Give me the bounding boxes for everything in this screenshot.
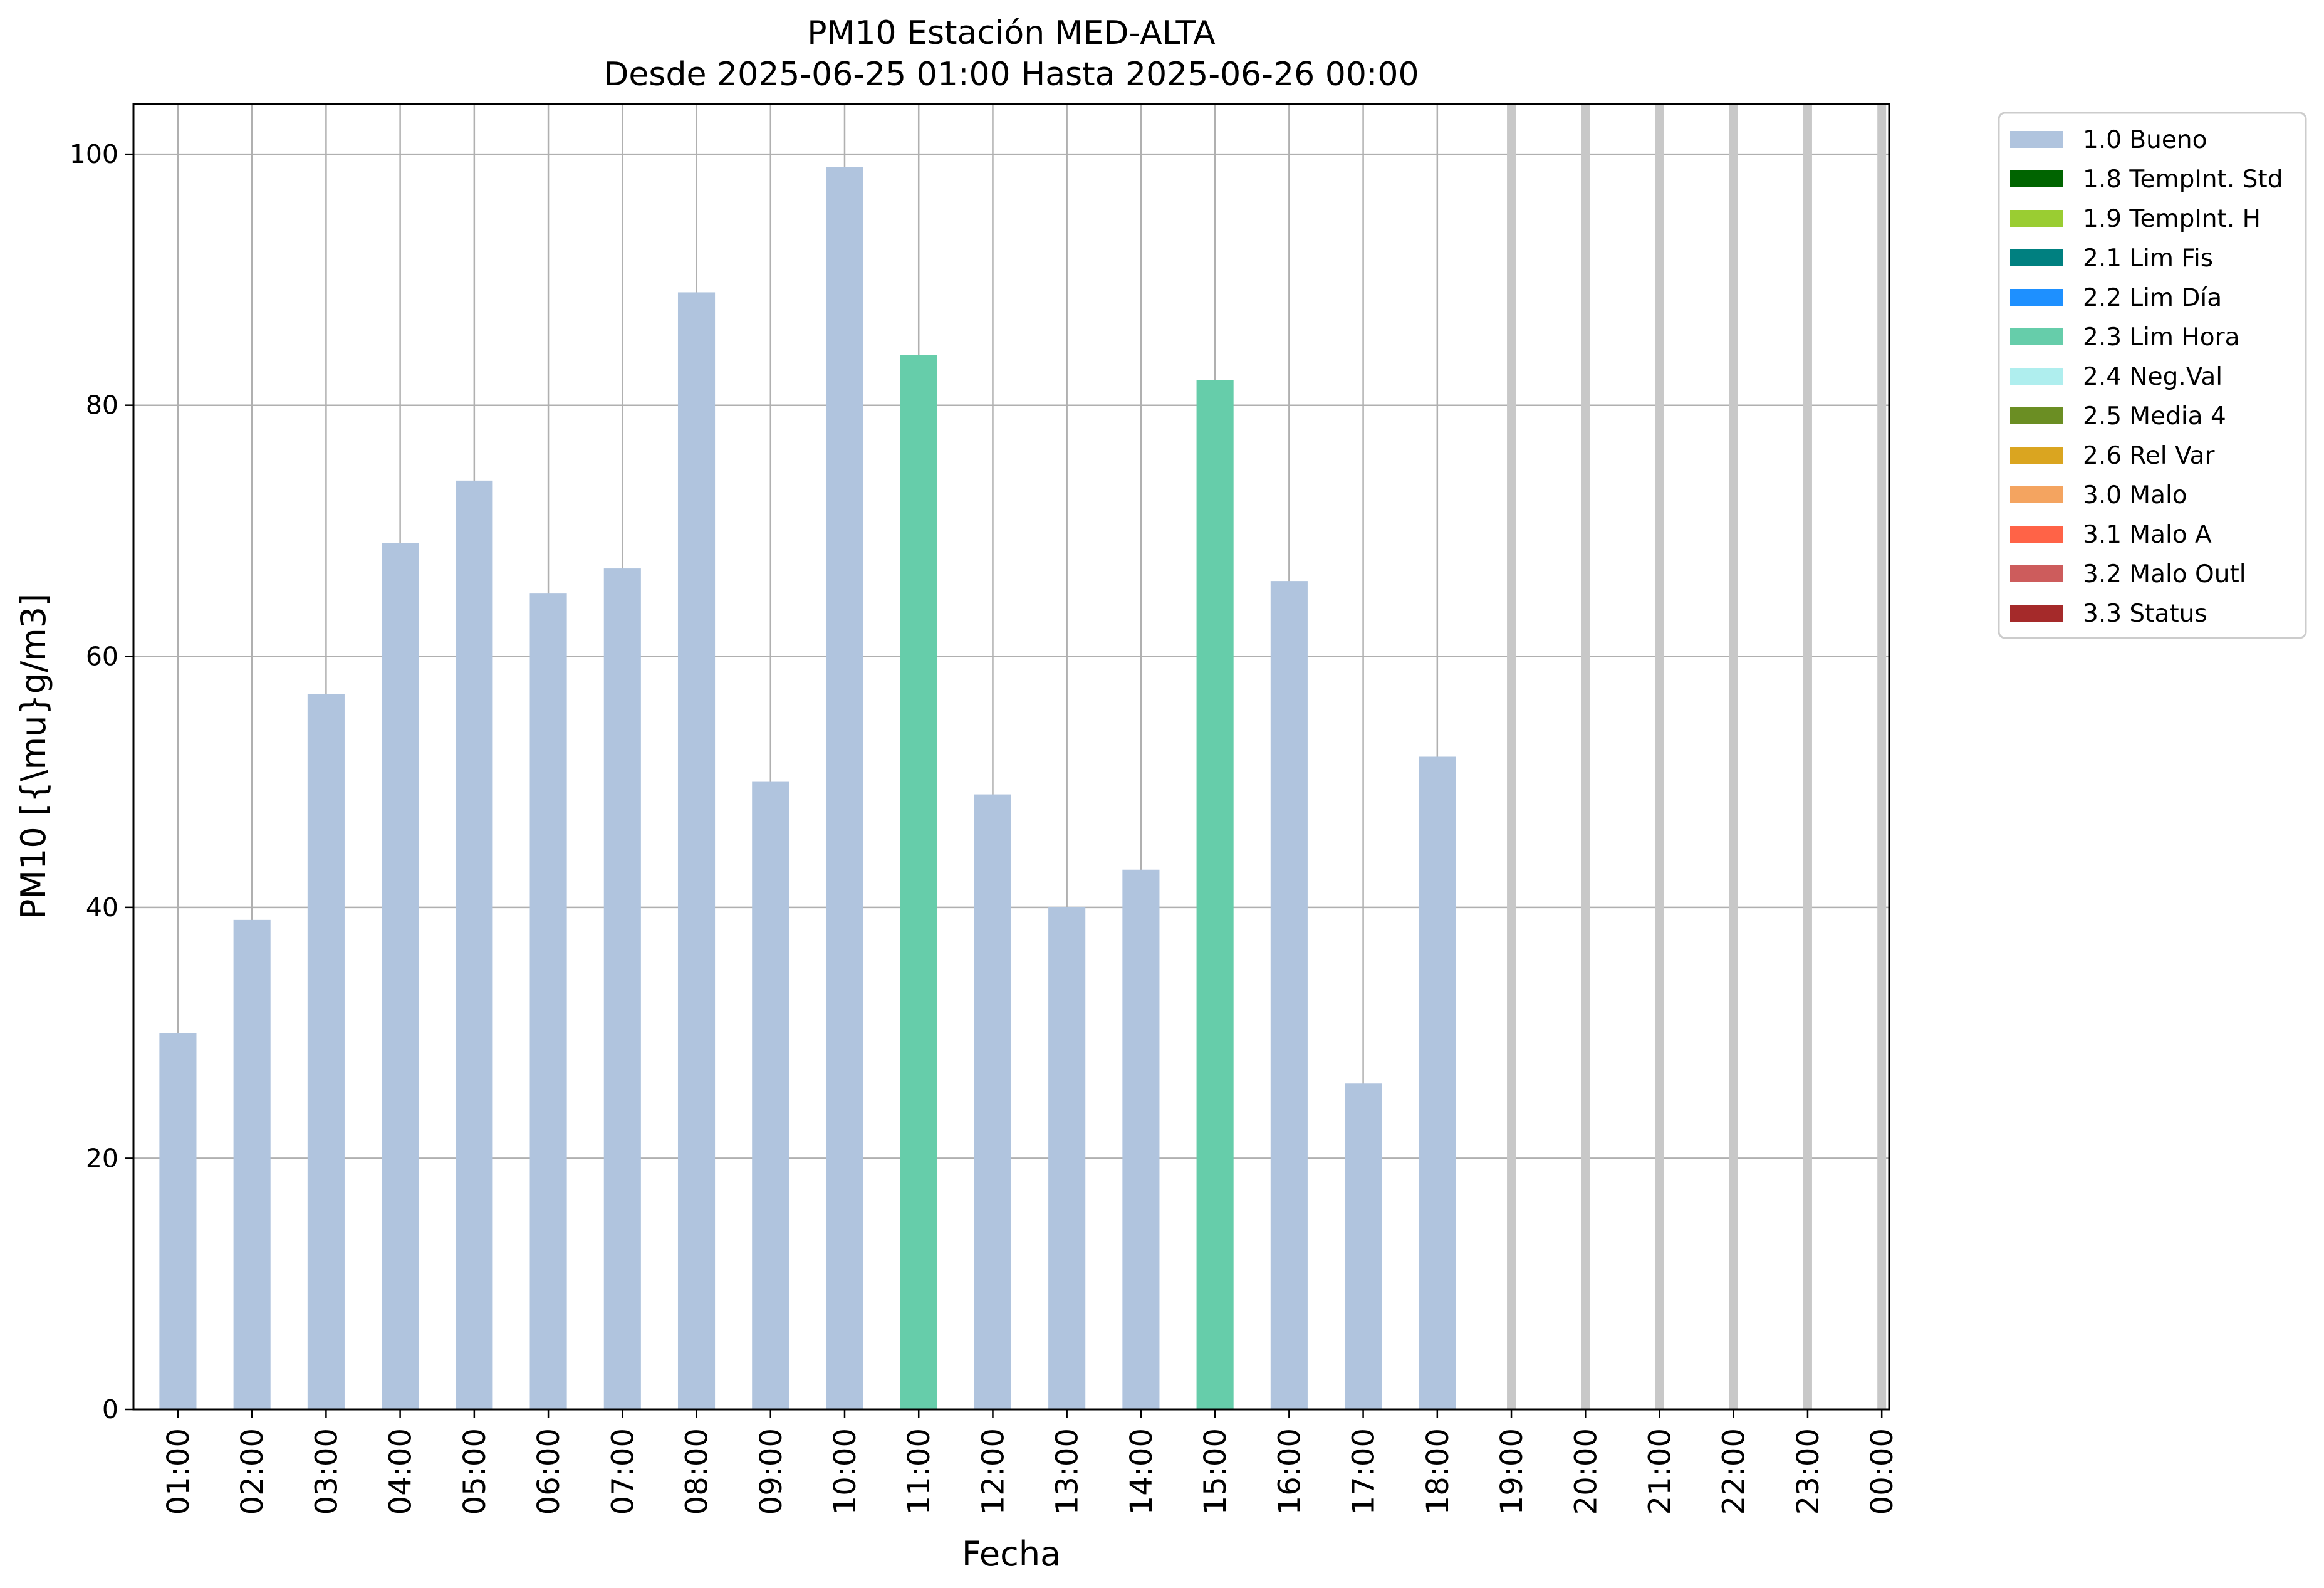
legend-items: 1.0 Bueno 1.8 TempInt. Std 1.9 TempInt. H 2… — [2010, 126, 2283, 628]
legend-entry: 1.8 TempInt. Std — [2083, 165, 2283, 194]
bar-02:00 — [233, 919, 271, 1409]
y-tick-label: 0 — [102, 1394, 118, 1424]
x-tick-label: 07:00 — [605, 1428, 640, 1515]
legend-swatch — [2010, 526, 2063, 543]
x-tick-label: 11:00 — [902, 1428, 937, 1515]
y-axis-ticks: 0 20 40 60 80 100 — [70, 139, 133, 1424]
legend-swatch — [2010, 210, 2063, 227]
missing-data-marker-20:00 — [1581, 104, 1590, 1409]
bar-09:00 — [752, 781, 789, 1409]
x-tick-label: 15:00 — [1198, 1428, 1233, 1515]
legend-entry: 2.5 Media 4 — [2083, 402, 2226, 431]
bar-05:00 — [456, 480, 493, 1409]
legend-entry: 2.6 Rel Var — [2083, 442, 2216, 470]
x-tick-label: 22:00 — [1717, 1428, 1752, 1515]
x-tick-label: 13:00 — [1050, 1428, 1085, 1515]
legend-frame — [1998, 112, 2307, 639]
legend-entry: 1.9 TempInt. H — [2083, 205, 2261, 233]
bar-13:00 — [1048, 907, 1086, 1409]
x-tick-label: 09:00 — [754, 1428, 789, 1515]
bar-06:00 — [529, 593, 567, 1409]
x-tick-label: 10:00 — [828, 1428, 863, 1515]
legend-swatch — [2010, 565, 2063, 582]
bar-14:00 — [1122, 869, 1160, 1409]
x-tick-label: 04:00 — [383, 1428, 419, 1515]
legend-swatch — [2010, 249, 2063, 266]
legend-entry: 3.2 Malo Outl — [2083, 560, 2246, 588]
bar-15:00 — [1196, 380, 1234, 1409]
missing-data-marker-21:00 — [1655, 104, 1664, 1409]
legend-entry: 3.1 Malo A — [2083, 521, 2212, 549]
x-tick-label: 02:00 — [235, 1428, 270, 1515]
bar-18:00 — [1419, 756, 1456, 1409]
y-tick-label: 100 — [70, 139, 118, 169]
legend-entry: 2.4 Neg.Val — [2083, 363, 2222, 391]
plot-area-frame — [132, 103, 1890, 1411]
bars — [159, 104, 1887, 1410]
legend-swatch — [2010, 605, 2063, 622]
legend-entry: 3.3 Status — [2083, 600, 2207, 628]
legend-entry: 3.0 Malo — [2083, 481, 2187, 509]
missing-data-marker-19:00 — [1507, 104, 1516, 1409]
bar-04:00 — [382, 543, 419, 1409]
y-axis-label: PM10 [{\mu}g/m3] — [14, 593, 53, 919]
bar-10:00 — [826, 167, 863, 1409]
legend-swatch — [2010, 447, 2063, 464]
bar-01:00 — [159, 1033, 197, 1409]
legend-entry: 2.3 Lim Hora — [2083, 323, 2240, 352]
legend-entry: 2.1 Lim Fis — [2083, 244, 2213, 273]
legend-swatch — [2010, 407, 2063, 424]
x-tick-label: 23:00 — [1791, 1428, 1826, 1515]
legend: 1.0 Bueno 1.8 TempInt. Std 1.9 TempInt. H 2… — [1998, 112, 2307, 639]
x-tick-label: 20:00 — [1568, 1428, 1603, 1515]
x-tick-label: 05:00 — [457, 1428, 492, 1515]
y-tick-label: 40 — [86, 892, 118, 922]
x-tick-label: 06:00 — [531, 1428, 566, 1515]
x-tick-label: 21:00 — [1642, 1428, 1677, 1515]
x-tick-label: 01:00 — [161, 1428, 196, 1515]
legend-swatch — [2010, 170, 2063, 187]
chart-subtitle: Desde 2025-06-25 01:00 Hasta 2025-06-26 … — [603, 56, 1419, 93]
bar-12:00 — [974, 794, 1011, 1409]
x-axis-ticks: 01:00 02:00 03:00 04:00 05:00 06:00 07:00 08:00… — [161, 1409, 1900, 1515]
y-tick-label: 60 — [86, 641, 118, 671]
chart-title: PM10 Estación MED-ALTA — [807, 14, 1216, 52]
bar-16:00 — [1270, 581, 1308, 1409]
bar-07:00 — [603, 568, 641, 1409]
legend-swatch — [2010, 131, 2063, 148]
legend-entry: 1.0 Bueno — [2083, 126, 2207, 154]
x-tick-label: 18:00 — [1420, 1428, 1456, 1515]
missing-data-marker-22:00 — [1729, 104, 1738, 1409]
y-tick-label: 80 — [86, 390, 118, 421]
bar-17:00 — [1345, 1083, 1382, 1409]
legend-swatch — [2010, 289, 2063, 306]
x-axis-label: Fecha — [962, 1534, 1061, 1574]
x-tick-label: 00:00 — [1865, 1428, 1900, 1515]
bar-03:00 — [307, 694, 345, 1409]
legend-swatch — [2010, 328, 2063, 345]
x-tick-label: 19:00 — [1494, 1428, 1529, 1515]
x-tick-label: 17:00 — [1347, 1428, 1382, 1515]
x-tick-label: 08:00 — [680, 1428, 715, 1515]
x-tick-label: 14:00 — [1124, 1428, 1159, 1515]
legend-swatch — [2010, 486, 2063, 503]
legend-swatch — [2010, 368, 2063, 385]
x-tick-label: 12:00 — [976, 1428, 1011, 1515]
missing-data-marker-23:00 — [1803, 104, 1812, 1409]
x-tick-label: 16:00 — [1272, 1428, 1307, 1515]
legend-entry: 2.2 Lim Día — [2083, 284, 2222, 312]
x-tick-label: 03:00 — [309, 1428, 344, 1515]
bar-11:00 — [900, 355, 937, 1409]
bar-08:00 — [677, 292, 716, 1410]
missing-data-marker-00:00 — [1877, 104, 1887, 1409]
y-tick-label: 20 — [86, 1143, 118, 1173]
